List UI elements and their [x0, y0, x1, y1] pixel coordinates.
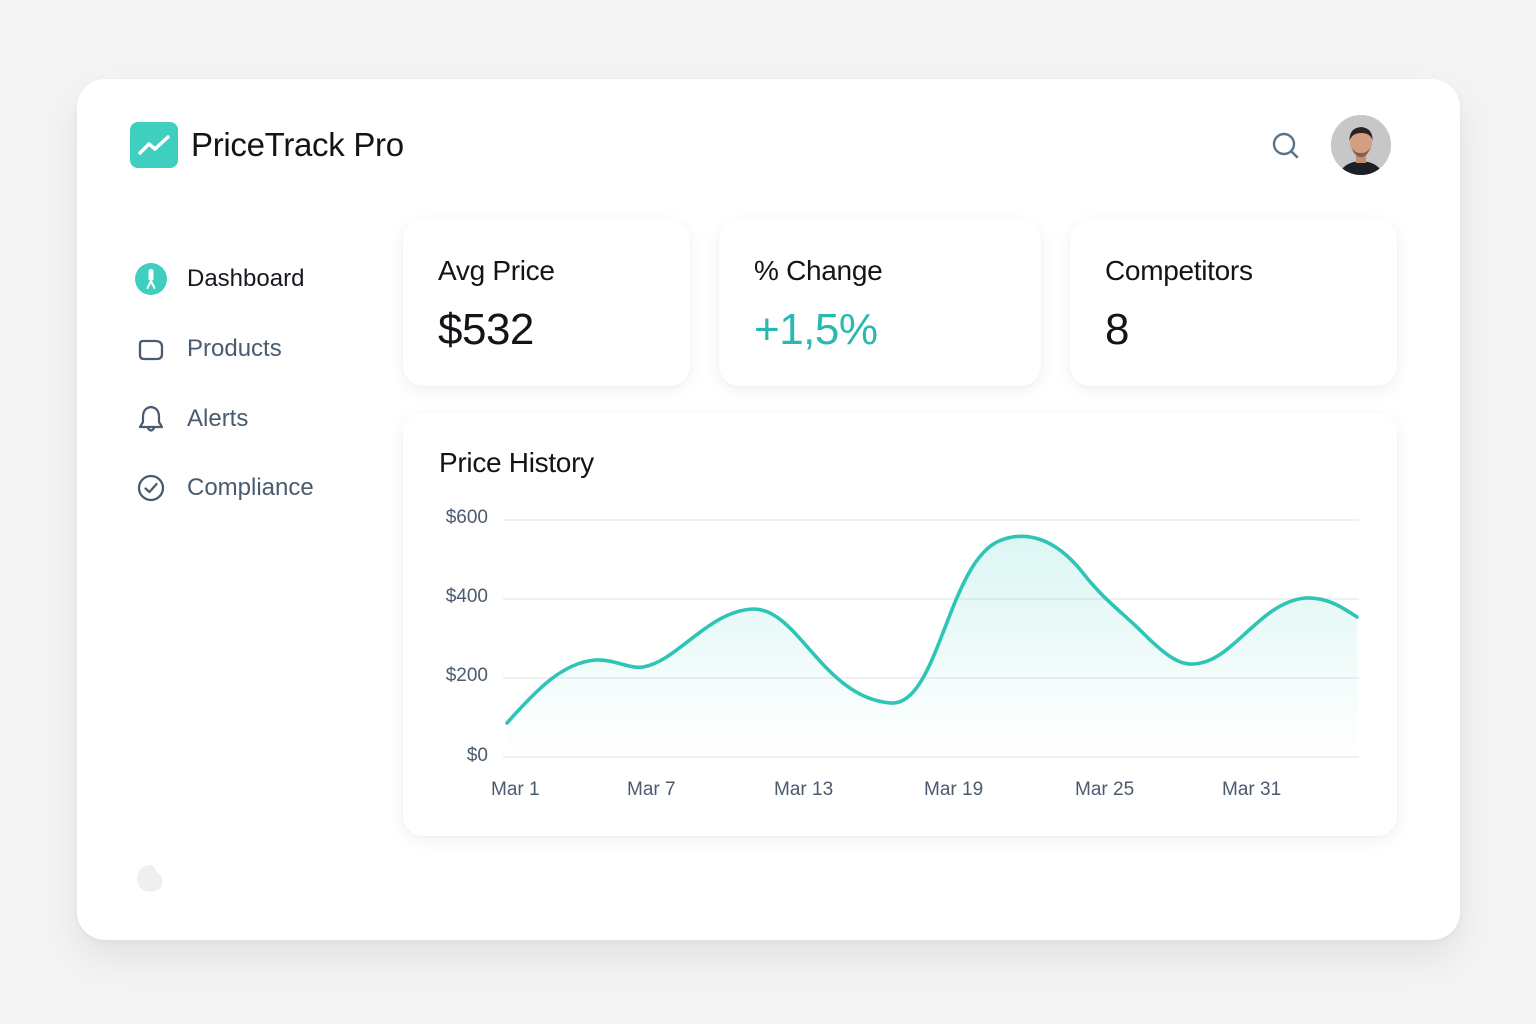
sidebar-item-label: Alerts [187, 405, 249, 432]
sidebar-item-label: Dashboard [187, 265, 305, 292]
app-window: PriceTrack Pro Dashboard [77, 79, 1460, 940]
stat-label: Competitors [1105, 255, 1253, 286]
price-history-card: Price History $600 $400 $200 $0 Mar 1 Ma… [403, 413, 1397, 836]
sidebar-item-label: Compliance [187, 474, 314, 501]
sidebar-nav: Dashboard Products Alerts [135, 259, 355, 538]
stat-value: $532 [438, 305, 534, 354]
stat-card-avg-price: Avg Price $532 [403, 220, 690, 386]
price-history-chart [503, 519, 1359, 758]
check-circle-icon [135, 472, 167, 504]
bell-icon [135, 403, 167, 435]
app-name: PriceTrack Pro [191, 126, 404, 163]
x-tick-label: Mar 1 [491, 779, 540, 800]
x-tick-label: Mar 19 [924, 779, 984, 800]
sidebar-item-label: Products [187, 335, 282, 362]
user-avatar[interactable] [1331, 115, 1391, 175]
stat-label: % Change [754, 255, 883, 286]
sidebar-item-dashboard[interactable]: Dashboard [135, 259, 355, 299]
x-tick-label: Mar 25 [1075, 779, 1135, 800]
y-tick-label: $200 [445, 665, 488, 686]
search-icon [1272, 132, 1299, 159]
y-tick-label: $600 [445, 507, 488, 528]
x-tick-label: Mar 13 [774, 779, 834, 800]
stat-label: Avg Price [438, 255, 555, 286]
alert-badge-icon [135, 263, 167, 295]
y-tick-label: $0 [466, 745, 488, 766]
theme-toggle-icon [137, 864, 163, 892]
y-tick-label: $400 [445, 586, 488, 607]
price-area [507, 536, 1357, 757]
brand: PriceTrack Pro [130, 122, 404, 168]
search-button[interactable] [1269, 129, 1303, 163]
x-tick-label: Mar 7 [627, 779, 676, 800]
sidebar-item-alerts[interactable]: Alerts [135, 399, 355, 439]
theme-toggle-button[interactable] [135, 862, 165, 894]
price-line [505, 534, 1359, 725]
chart-title: Price History [439, 447, 594, 478]
trending-up-icon [130, 122, 178, 168]
tag-box-icon [135, 333, 167, 365]
stat-value: 8 [1105, 305, 1129, 354]
stat-card-competitors: Competitors 8 [1070, 220, 1397, 386]
stat-value: +1,5% [754, 305, 878, 354]
sidebar-item-compliance[interactable]: Compliance [135, 468, 355, 508]
stat-card-percent-change: % Change +1,5% [719, 220, 1041, 386]
x-tick-label: Mar 31 [1222, 779, 1282, 800]
sidebar-item-products[interactable]: Products [135, 329, 355, 369]
